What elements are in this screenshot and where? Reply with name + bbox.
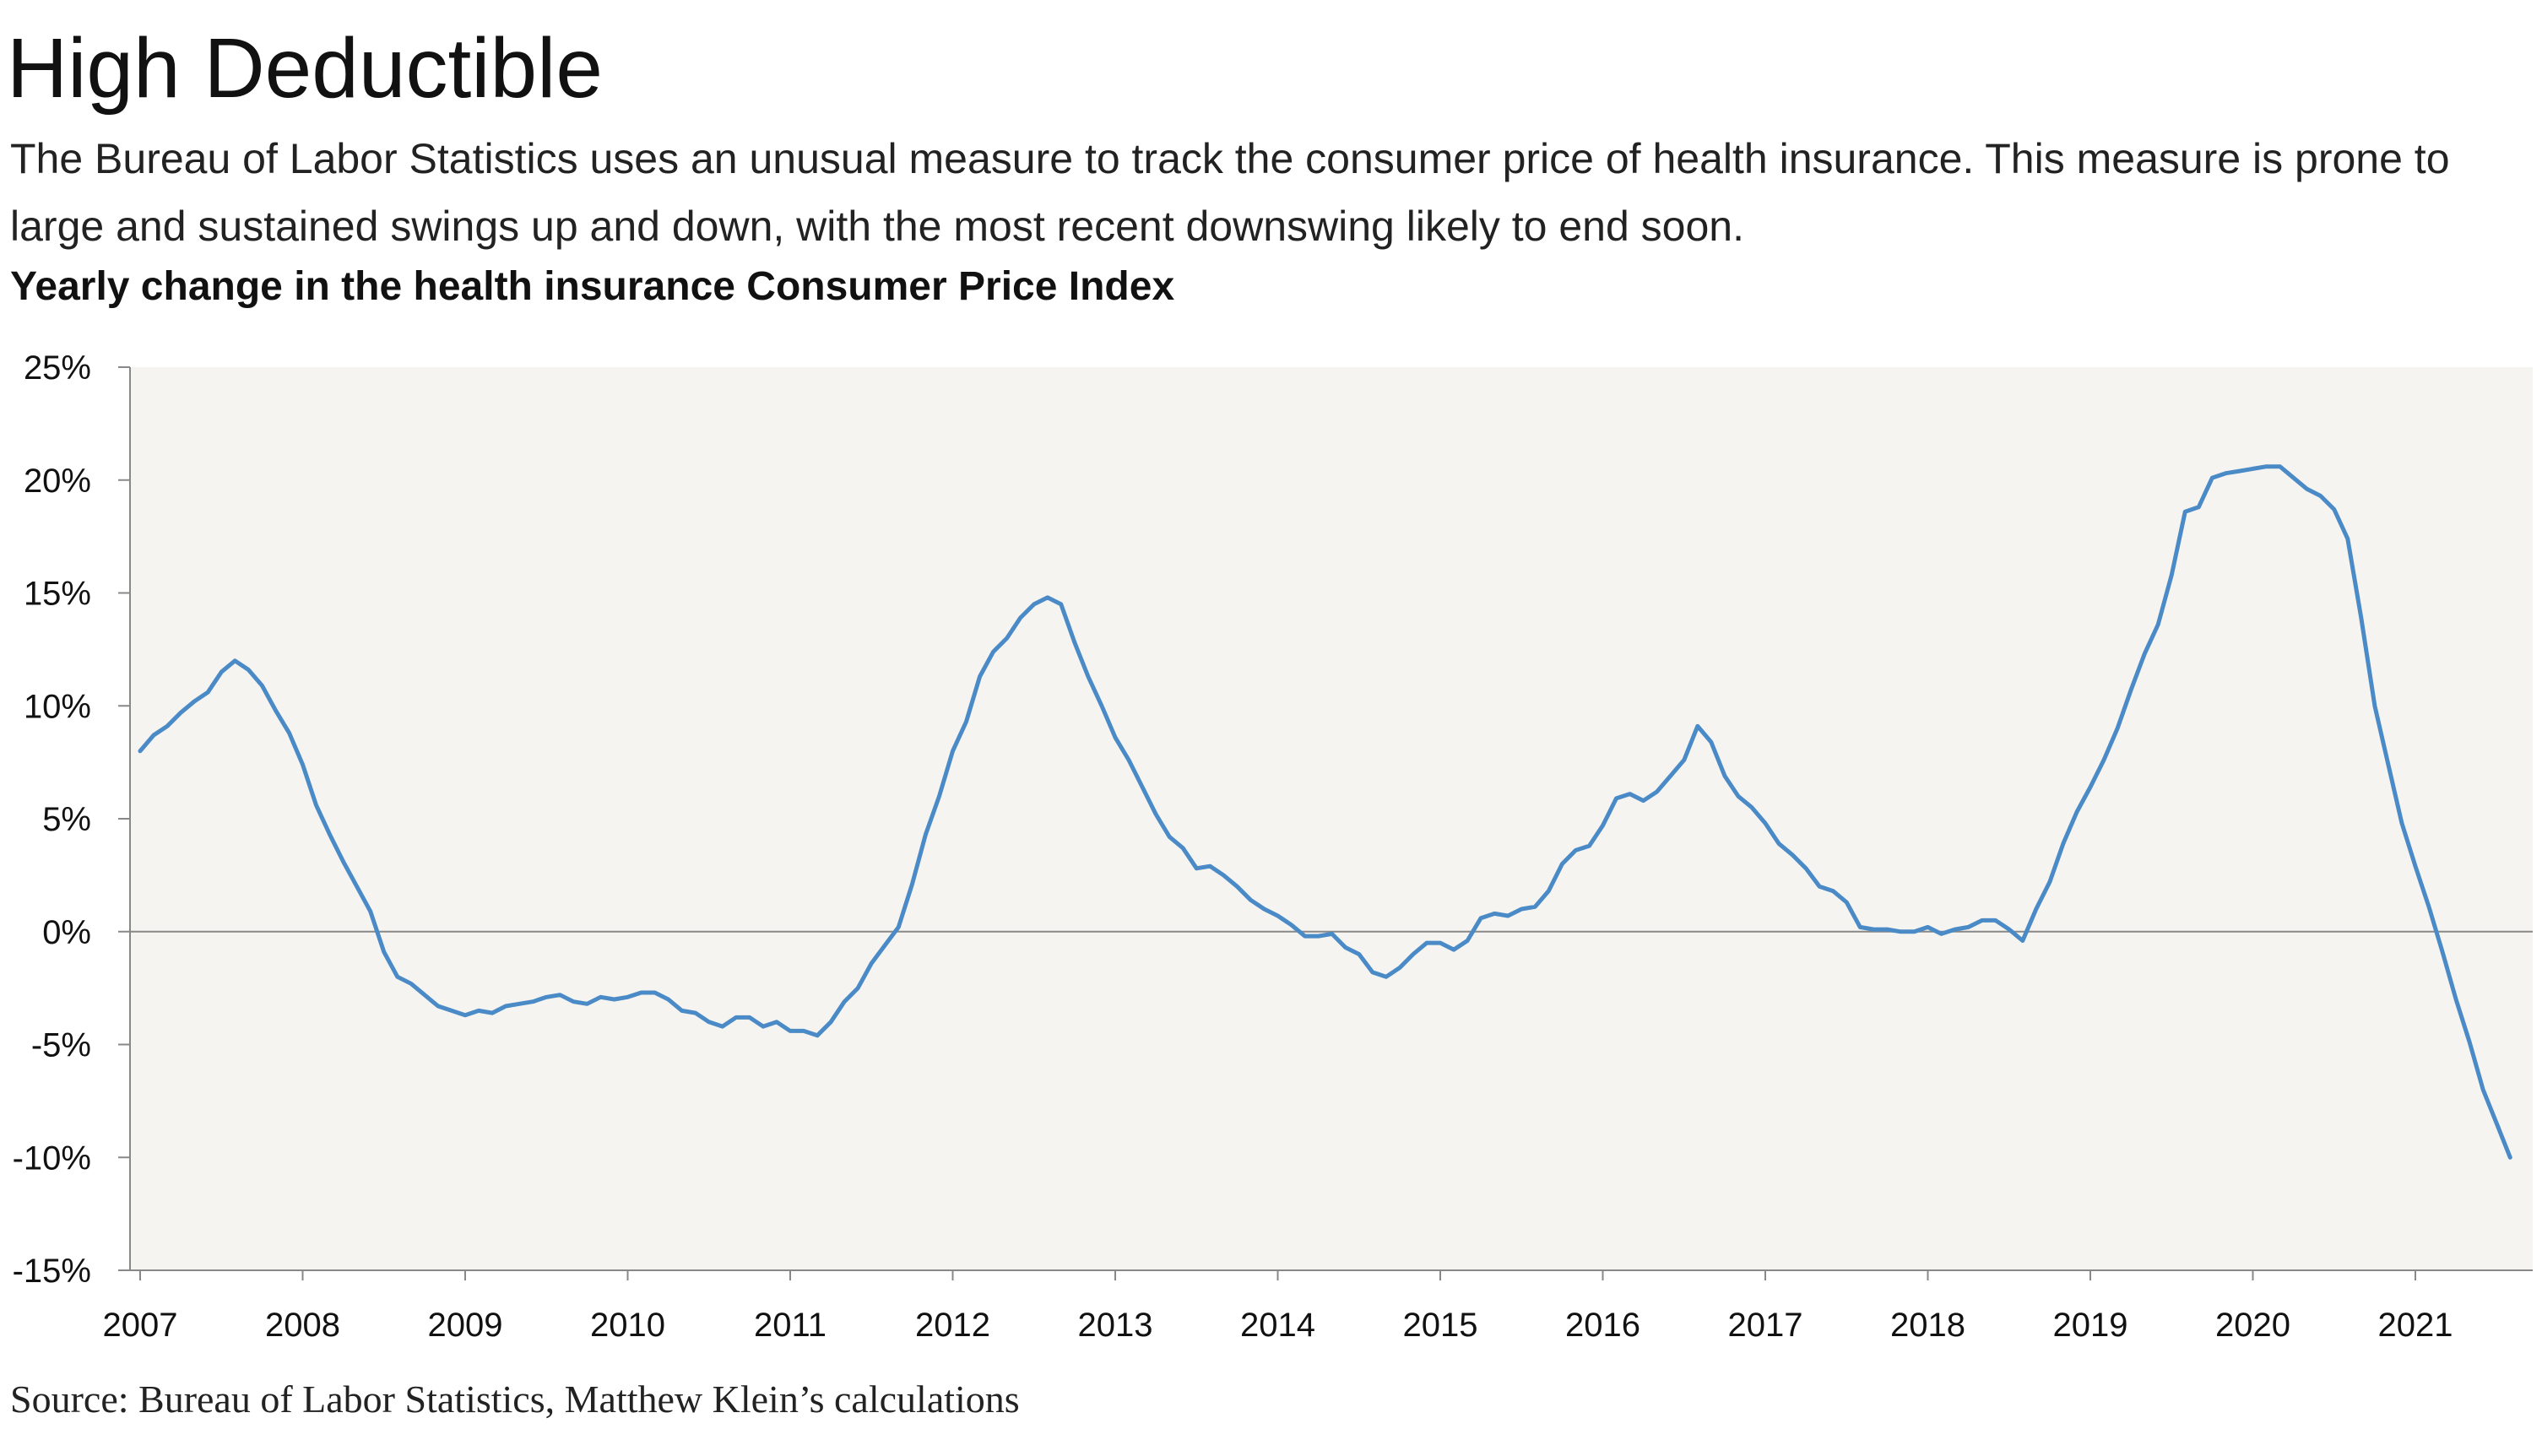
x-tick-label: 2008 [265, 1307, 340, 1344]
chart-description: The Bureau of Labor Statistics uses an u… [10, 135, 2450, 250]
y-tick-label: 15% [24, 576, 91, 613]
y-tick-label: -10% [13, 1139, 91, 1177]
x-tick-label: 2011 [754, 1307, 827, 1344]
series-line [138, 464, 2512, 1160]
y-tick-label: 5% [42, 801, 91, 838]
plot-background [130, 367, 2533, 1270]
y-tick-label: -5% [31, 1027, 91, 1064]
x-tick-label: 2021 [2378, 1307, 2453, 1344]
x-tick-label: 2007 [103, 1307, 178, 1344]
x-tick-label: 2017 [1728, 1307, 1803, 1344]
source-note: Source: Bureau of Labor Statistics, Matt… [10, 1378, 1020, 1421]
y-tick-label: 10% [24, 688, 91, 725]
x-tick-label: 2015 [1403, 1307, 1478, 1344]
x-tick-label: 2014 [1240, 1307, 1315, 1344]
x-tick-label: 2010 [590, 1307, 665, 1344]
line-chart: 25% 20% 15% 10% 5% 0% -5% -10% -15% 2007 2008 2009 2… [13, 349, 2533, 1344]
y-tick-label: 25% [24, 349, 91, 387]
x-tick-label: 2013 [1078, 1307, 1153, 1344]
y-tick-label: 0% [42, 914, 91, 951]
x-tick-label: 2019 [2053, 1307, 2128, 1344]
x-tick-label: 2016 [1565, 1307, 1640, 1344]
y-tick-label: 20% [24, 463, 91, 500]
chart-title: Yearly change in the health insurance Co… [10, 264, 1175, 309]
x-tick-label: 2012 [915, 1307, 990, 1344]
x-tick-label: 2020 [2215, 1307, 2290, 1344]
chart-headline: High Deductible [7, 21, 603, 116]
x-tick-label: 2018 [1890, 1307, 1965, 1344]
x-tick-label: 2009 [428, 1307, 503, 1344]
y-tick-label: -15% [13, 1253, 91, 1290]
